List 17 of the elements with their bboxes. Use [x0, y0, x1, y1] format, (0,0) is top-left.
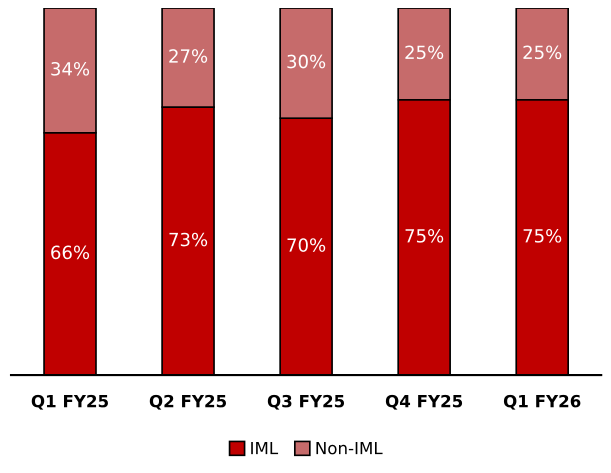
x-tick-label: Q1 FY26: [504, 394, 580, 410]
x-tick-label: Q1 FY25: [32, 394, 108, 410]
data-label: 34%: [51, 62, 90, 76]
data-label: 66%: [51, 246, 90, 260]
data-label: 70%: [288, 238, 326, 252]
data-label: 75%: [524, 229, 562, 243]
legend-label: IML: [251, 442, 278, 454]
data-label: 30%: [287, 54, 326, 68]
x-tick-label: Q4 FY25: [386, 394, 462, 410]
x-tick-label: Q3 FY25: [268, 394, 344, 410]
data-label: 27%: [169, 49, 208, 63]
data-label: 75%: [406, 229, 444, 243]
data-label: 73%: [169, 232, 208, 246]
x-tick-label: Q2 FY25: [150, 394, 226, 410]
data-label: 25%: [523, 46, 562, 60]
data-label: 25%: [405, 46, 444, 60]
legend-label: Non-IML: [316, 442, 383, 454]
